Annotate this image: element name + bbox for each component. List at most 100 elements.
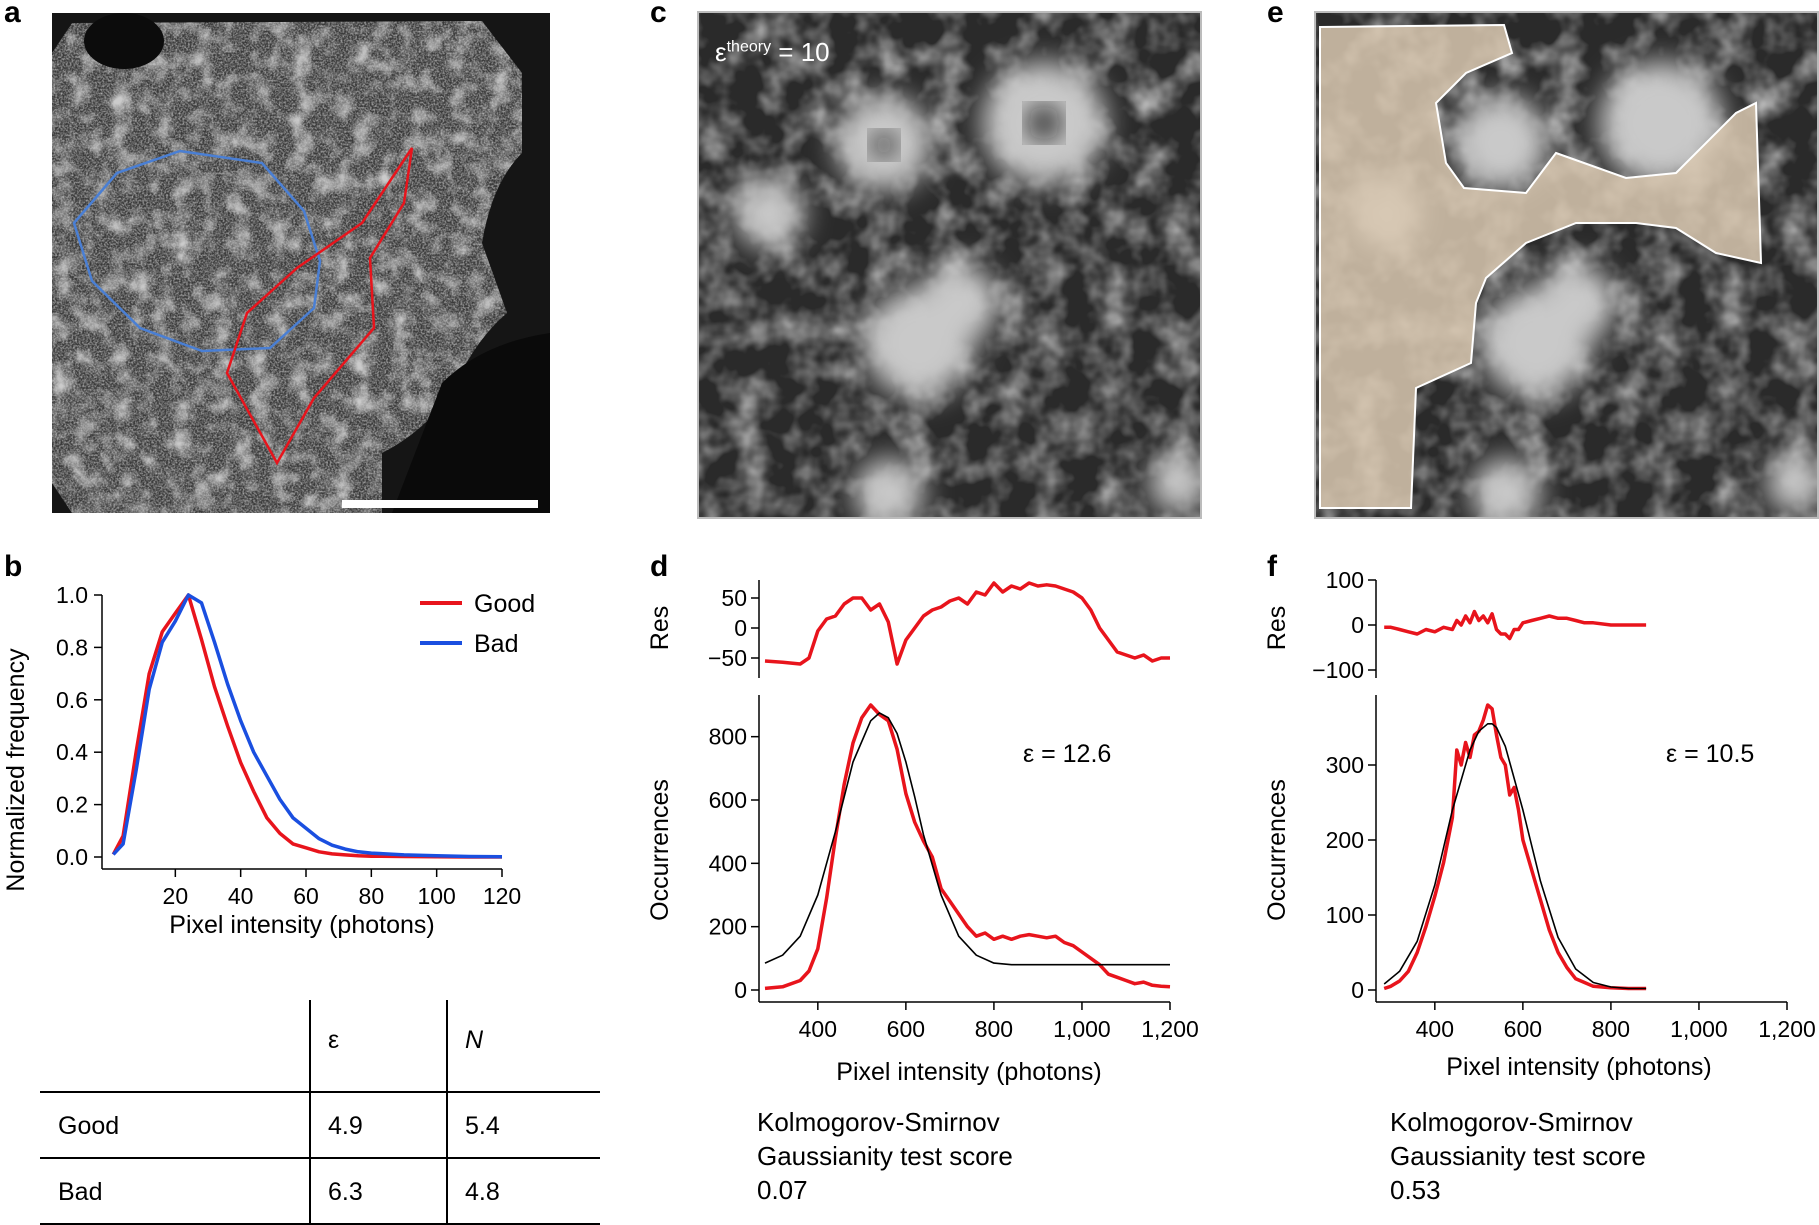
chart-f-series-fit [1383, 723, 1647, 990]
legend-bad-label: Bad [474, 630, 518, 658]
panel-letter-a: a [4, 0, 21, 29]
res-ytick-label: −50 [708, 645, 747, 671]
occ-xtick-label: 1,000 [1053, 1016, 1111, 1042]
occ-ytick-label: 0 [734, 977, 747, 1003]
panel-letter-b: b [4, 550, 23, 583]
microscopy-image-a [52, 13, 550, 513]
chart-f-series-residual [1384, 609, 1647, 641]
panel-letter-d: d [650, 550, 669, 583]
occ-ytick-label: 800 [709, 724, 747, 750]
chart-d-xlabel: Pixel intensity (photons) [836, 1058, 1101, 1086]
chart-b-ytick-label: 0.0 [56, 844, 88, 870]
microscopy-image-c: εtheory = 10 [697, 11, 1202, 519]
dark-region [392, 333, 550, 513]
chart-d-ylabel: Occurrences [646, 779, 674, 921]
chart-f-xlabel: Pixel intensity (photons) [1446, 1053, 1711, 1081]
chart-b-series-bad [112, 593, 503, 859]
scale-bar [342, 500, 538, 508]
occ-xtick-label: 400 [1416, 1016, 1454, 1042]
ks-d-line2: Gaussianity test score [757, 1141, 1013, 1171]
microscopy-image-e [1314, 11, 1819, 519]
table-row-bad-epsilon: 6.3 [328, 1178, 363, 1206]
occ-ytick-label: 0 [1351, 977, 1364, 1003]
chart-b-series [111, 593, 503, 859]
chart-b-ytick-label: 0.2 [56, 792, 88, 818]
ks-score-d: Kolmogorov-Smirnov Gaussianity test scor… [757, 1105, 1013, 1207]
occ-ytick-label: 100 [1326, 902, 1364, 928]
res-ytick-label: −100 [1312, 657, 1364, 683]
occ-xtick-label: 800 [1592, 1016, 1630, 1042]
occ-ytick-label: 200 [1326, 827, 1364, 853]
chart-b-ytick-label: 1.0 [56, 582, 88, 608]
occ-ytick-label: 400 [709, 850, 747, 876]
table-row-good-epsilon: 4.9 [328, 1112, 363, 1140]
res-ytick-label: 0 [734, 615, 747, 641]
occ-xtick-label: 600 [887, 1016, 925, 1042]
table-row-good-label: Good [58, 1112, 119, 1140]
chart-d-series [764, 581, 1171, 991]
chart-d-series-residual [764, 581, 1170, 666]
chart-b-axes: 20 40 60 80 100 120 0.0 0.2 0.4 0.6 0.8 1.0 [56, 582, 521, 909]
mask-region [1319, 23, 1763, 509]
chart-f-series-data [1383, 703, 1647, 991]
occ-ytick-label: 200 [709, 914, 747, 940]
panel-letter-e: e [1267, 0, 1284, 29]
chart-d-res-ylabel: Res [646, 606, 674, 650]
epsilon-superscript: theory [726, 38, 772, 56]
microscopy-image-a-svg [52, 13, 550, 513]
chart-b: 20 40 60 80 100 120 0.0 0.2 0.4 0.6 0.8 1.0 Pixel i… [2, 582, 535, 939]
results-table: ε N Good 4.9 5.4 Bad 6.3 4.8 [40, 1000, 600, 1225]
occ-xtick-label: 1,200 [1758, 1016, 1816, 1042]
table-row-bad-label: Bad [58, 1178, 102, 1206]
ks-f-value: 0.53 [1390, 1175, 1441, 1205]
chart-f-axes: 100 0 −100 0 100 200 300 400 600 800 1,000 1,200 [1312, 570, 1816, 1042]
chart-b-ylabel: Normalized frequency [2, 648, 30, 892]
res-ytick-label: 100 [1326, 570, 1364, 593]
chart-d-axes: 50 0 −50 0 200 400 600 800 400 600 800 1,000 1,200 [708, 580, 1199, 1042]
table-row-bad-n: 4.8 [465, 1178, 500, 1206]
ks-score-f: Kolmogorov-Smirnov Gaussianity test scor… [1390, 1105, 1646, 1207]
chart-b-xtick-label: 100 [417, 883, 455, 909]
table-header-n: N [465, 1026, 484, 1054]
table-row-good-n: 5.4 [465, 1112, 500, 1140]
occ-xtick-label: 1,200 [1141, 1016, 1199, 1042]
chart-b-ytick-label: 0.6 [56, 687, 88, 713]
chart-b-xtick-label: 20 [163, 883, 189, 909]
chart-b-xtick-label: 120 [483, 883, 521, 909]
occ-ytick-label: 300 [1326, 752, 1364, 778]
microscopy-image-c-svg [699, 13, 1200, 517]
dark-vacuole [84, 13, 164, 69]
epsilon-theory-annotation: εtheory = 10 [715, 37, 830, 68]
ks-f-line2: Gaussianity test score [1390, 1141, 1646, 1171]
microscopy-image-e-svg [1316, 13, 1817, 517]
ks-d-value: 0.07 [757, 1175, 808, 1205]
res-ytick-label: 0 [1351, 612, 1364, 638]
occ-xtick-label: 400 [799, 1016, 837, 1042]
epsilon-symbol: ε [715, 37, 727, 67]
panel-letter-c: c [650, 0, 667, 29]
chart-f-series [1383, 609, 1647, 991]
chart-f: 100 0 −100 0 100 200 300 400 600 800 1,000 1,200 Re… [1263, 570, 1816, 1081]
chart-f-res-ylabel: Res [1263, 606, 1291, 650]
roi-red-polygon [225, 147, 414, 466]
res-ytick-label: 50 [721, 585, 747, 611]
chart-b-xtick-label: 40 [228, 883, 254, 909]
chart-b-xtick-label: 80 [359, 883, 385, 909]
panel-letter-f: f [1267, 550, 1277, 583]
chart-d-annotation: ε = 12.6 [1023, 740, 1111, 768]
table-header-epsilon: ε [328, 1026, 339, 1054]
occ-xtick-label: 800 [975, 1016, 1013, 1042]
occ-xtick-label: 600 [1504, 1016, 1542, 1042]
chart-b-xtick-label: 60 [293, 883, 319, 909]
legend-good-label: Good [474, 590, 535, 618]
roi-blue-polygon [72, 149, 322, 353]
chart-b-ytick-label: 0.4 [56, 739, 88, 765]
epsilon-theory-value: = 10 [778, 37, 830, 67]
chart-b-xlabel: Pixel intensity (photons) [169, 911, 434, 939]
occ-ytick-label: 600 [709, 787, 747, 813]
ks-d-line1: Kolmogorov-Smirnov [757, 1107, 1000, 1137]
chart-b-ytick-label: 0.8 [56, 634, 88, 660]
chart-f-ylabel: Occurrences [1263, 779, 1291, 921]
chart-f-annotation: ε = 10.5 [1666, 740, 1754, 768]
chart-b-series-good [111, 593, 502, 859]
